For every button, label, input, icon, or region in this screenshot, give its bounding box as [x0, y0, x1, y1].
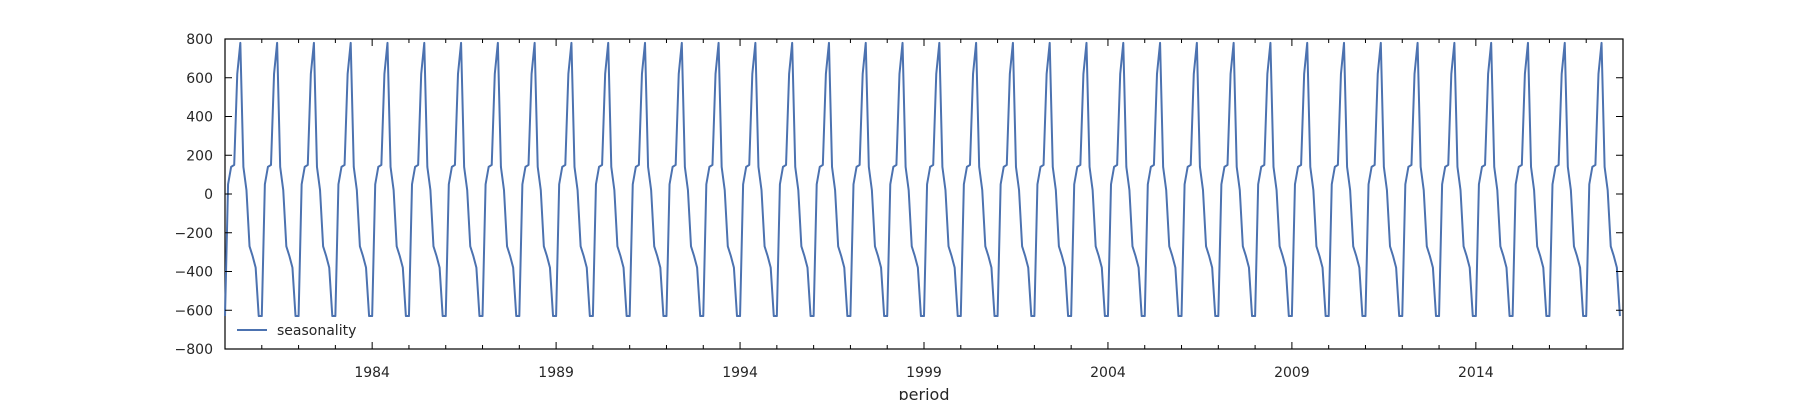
y-axis-ticks: 800 600 400 200 0 −200 −400 −600 −800: [175, 32, 1623, 358]
y-tick-label: 600: [186, 71, 213, 87]
x-tick-label: 2009: [1274, 365, 1310, 381]
series-group: [224, 41, 1621, 318]
y-tick-label: −400: [175, 265, 213, 281]
legend: seasonality: [237, 323, 356, 339]
x-axis-label: period: [899, 385, 950, 400]
legend-label-seasonality: seasonality: [277, 323, 356, 339]
x-tick-label: 2004: [1090, 365, 1126, 381]
series-line-seasonality: [224, 41, 1621, 318]
y-tick-label: −200: [175, 226, 213, 242]
y-tick-label: 200: [186, 148, 213, 164]
x-axis-ticks: 1984 1989 1994 1999 2004 2009 2014: [224, 39, 1624, 381]
y-tick-label: −600: [175, 303, 213, 319]
y-tick-label: 800: [186, 32, 213, 48]
y-tick-label: −800: [175, 342, 213, 358]
x-tick-label: 1999: [906, 365, 942, 381]
y-tick-label: 0: [204, 187, 213, 203]
y-tick-label: 400: [186, 110, 213, 126]
x-tick-label: 2014: [1458, 365, 1494, 381]
x-tick-label: 1984: [354, 365, 390, 381]
x-tick-label: 1989: [538, 365, 574, 381]
x-tick-label: 1994: [722, 365, 758, 381]
